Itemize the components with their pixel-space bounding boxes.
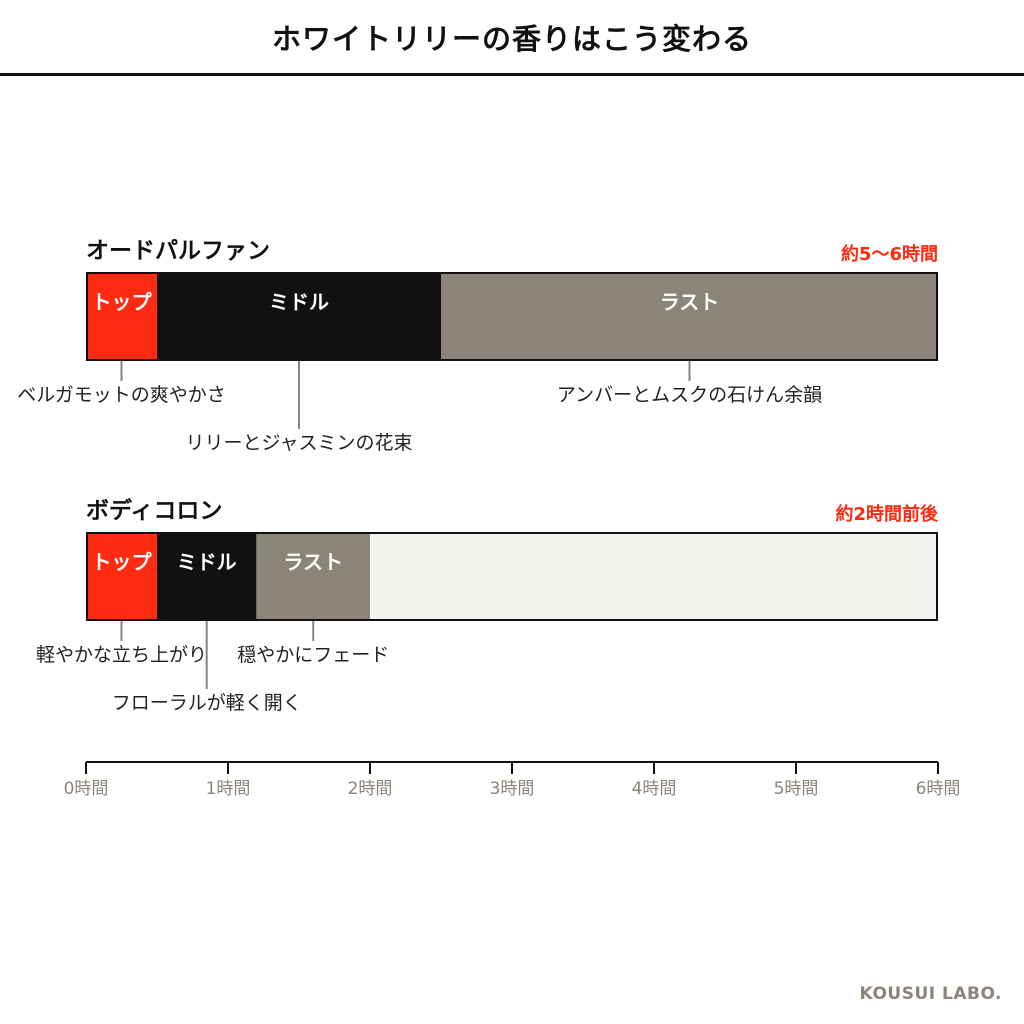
x-tick-label: 3時間 (490, 779, 535, 799)
brand-logo-text: KOUSUI LABO. (859, 984, 1002, 1004)
row-title: オードパルファン (86, 238, 270, 264)
segment-label: トップ (92, 550, 153, 574)
annotation-label: 軽やかな立ち上がり (36, 644, 207, 666)
segment-label: ラスト (660, 290, 720, 314)
bar-segment (86, 532, 157, 621)
annotation-label: フローラルが軽く開く (112, 692, 302, 714)
bar-outline (86, 272, 938, 361)
x-tick-label: 4時間 (632, 779, 677, 799)
page-title: ホワイトリリーの香りはこう変わる (271, 21, 752, 56)
bar-outline (86, 532, 938, 621)
x-tick-label: 0時間 (64, 779, 109, 799)
segment-label: ミドル (269, 290, 329, 314)
x-tick-label: 1時間 (206, 779, 251, 799)
bar-segment (157, 532, 257, 621)
annotation-label: アンバーとムスクの石けん余韻 (557, 384, 822, 406)
x-tick-label: 2時間 (348, 779, 393, 799)
bar-segment (157, 272, 441, 361)
bar-segment (441, 272, 938, 361)
segment-label: ミドル (177, 550, 237, 574)
annotation-label: 穏やかにフェード (237, 644, 389, 666)
segment-label: ラスト (283, 550, 343, 574)
annotation-label: ベルガモットの爽やかさ (17, 384, 225, 406)
x-tick-label: 5時間 (774, 779, 819, 799)
segment-label: トップ (92, 290, 153, 314)
row-title: ボディコロン (86, 497, 222, 524)
duration-label: 約5〜6時間 (841, 243, 938, 265)
header-bar: ホワイトリリーの香りはこう変わる (0, 0, 1024, 76)
bar-segment (256, 532, 370, 621)
bar-segment (86, 272, 157, 361)
annotation-label: リリーとジャスミンの花束 (185, 432, 412, 454)
x-tick-label: 6時間 (916, 779, 961, 799)
duration-label: 約2時間前後 (835, 503, 939, 525)
